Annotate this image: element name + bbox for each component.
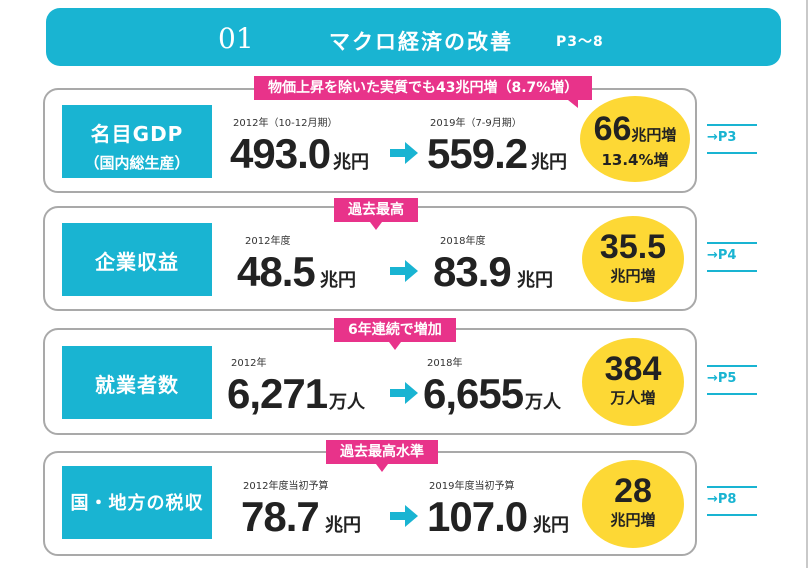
- indicator-label: 国・地方の税収: [70, 493, 204, 514]
- page-ref-rule: [707, 124, 757, 126]
- page-edge-divider: [806, 0, 808, 568]
- indicator-sublabel: （国内総生産）: [84, 154, 190, 172]
- change-unit: 兆円増: [610, 267, 656, 285]
- page-ref-rule: [707, 365, 757, 367]
- page-ref-rule: [707, 270, 757, 272]
- change-circle: 66兆円増 13.4%増: [580, 96, 690, 182]
- right-arrow-icon: [390, 382, 418, 404]
- indicator-label-box: 就業者数: [62, 346, 212, 419]
- right-arrow-icon: [390, 260, 418, 282]
- page-ref-label: →P5: [707, 371, 737, 386]
- from-period: 2012年度: [245, 236, 291, 247]
- indicator-label: 企業収益: [95, 250, 179, 274]
- from-unit: 兆円: [325, 515, 361, 536]
- right-arrow-icon: [390, 142, 418, 164]
- indicator-label: 名目GDP: [90, 122, 184, 146]
- indicator-label-box: 名目GDP （国内総生産）: [62, 105, 212, 178]
- from-period: 2012年: [231, 358, 267, 369]
- page-reference-p5[interactable]: →P5: [707, 365, 757, 395]
- indicator-label: 就業者数: [95, 373, 179, 397]
- page-ref-label: →P3: [707, 130, 737, 145]
- section-number: 01: [218, 22, 254, 55]
- from-unit: 万人: [329, 392, 365, 413]
- change-percent: 13.4%増: [601, 151, 669, 169]
- highlight-tag: 6年連続で増加: [334, 318, 456, 350]
- right-arrow-icon: [390, 505, 418, 527]
- to-value: 6,655: [423, 370, 524, 417]
- to-period: 2018年: [427, 358, 463, 369]
- indicator-label-box: 企業収益: [62, 223, 212, 296]
- from-value: 48.5: [237, 248, 316, 295]
- page-ref-rule: [707, 393, 757, 395]
- to-value: 107.0: [427, 493, 528, 540]
- page-reference-p3[interactable]: →P3: [707, 124, 757, 154]
- page-ref-label: →P8: [707, 492, 737, 507]
- from-period: 2012年度当初予算: [243, 481, 329, 492]
- highlight-tag: 過去最高: [334, 198, 418, 230]
- page-ref-rule: [707, 486, 757, 488]
- from-period: 2012年（10-12月期）: [233, 118, 338, 129]
- change-unit: 兆円増: [631, 126, 677, 144]
- from-unit: 兆円: [333, 152, 369, 173]
- change-value: 66: [593, 110, 632, 148]
- change-value: 28: [614, 472, 652, 510]
- highlight-tag: 過去最高水準: [326, 440, 438, 472]
- to-unit: 兆円: [517, 270, 553, 291]
- page-ref-rule: [707, 242, 757, 244]
- change-value: 384: [604, 350, 662, 388]
- change-circle: 28 兆円増: [582, 460, 684, 548]
- to-period: 2019年度当初予算: [429, 481, 515, 492]
- to-unit: 兆円: [531, 152, 567, 173]
- to-value: 559.2: [427, 130, 528, 177]
- page-reference-p4[interactable]: →P4: [707, 242, 757, 272]
- change-circle: 35.5 兆円増: [582, 216, 684, 302]
- from-value: 6,271: [227, 370, 328, 417]
- section-page-range: P3～8: [556, 34, 604, 50]
- from-value: 78.7: [241, 493, 320, 540]
- to-period: 2019年（7-9月期）: [430, 118, 522, 129]
- to-value: 83.9: [433, 248, 512, 295]
- page-ref-label: →P4: [707, 248, 737, 263]
- page-ref-rule: [707, 152, 757, 154]
- change-circle: 384 万人増: [582, 338, 684, 426]
- highlight-tag: 物価上昇を除いた実質でも43兆円増（8.7%増）: [254, 76, 593, 108]
- change-unit: 兆円増: [610, 511, 656, 529]
- change-value: 35.5: [599, 228, 667, 266]
- from-unit: 兆円: [320, 270, 356, 291]
- to-unit: 兆円: [533, 515, 569, 536]
- section-title: マクロ経済の改善: [329, 30, 513, 54]
- to-period: 2018年度: [440, 236, 486, 247]
- from-value: 493.0: [230, 130, 331, 177]
- change-unit: 万人増: [610, 389, 656, 407]
- page-ref-rule: [707, 514, 757, 516]
- indicator-label-box: 国・地方の税収: [62, 466, 212, 539]
- to-unit: 万人: [525, 392, 561, 413]
- section-banner: 01 マクロ経済の改善 P3～8: [46, 8, 781, 66]
- page-reference-p8[interactable]: →P8: [707, 486, 757, 516]
